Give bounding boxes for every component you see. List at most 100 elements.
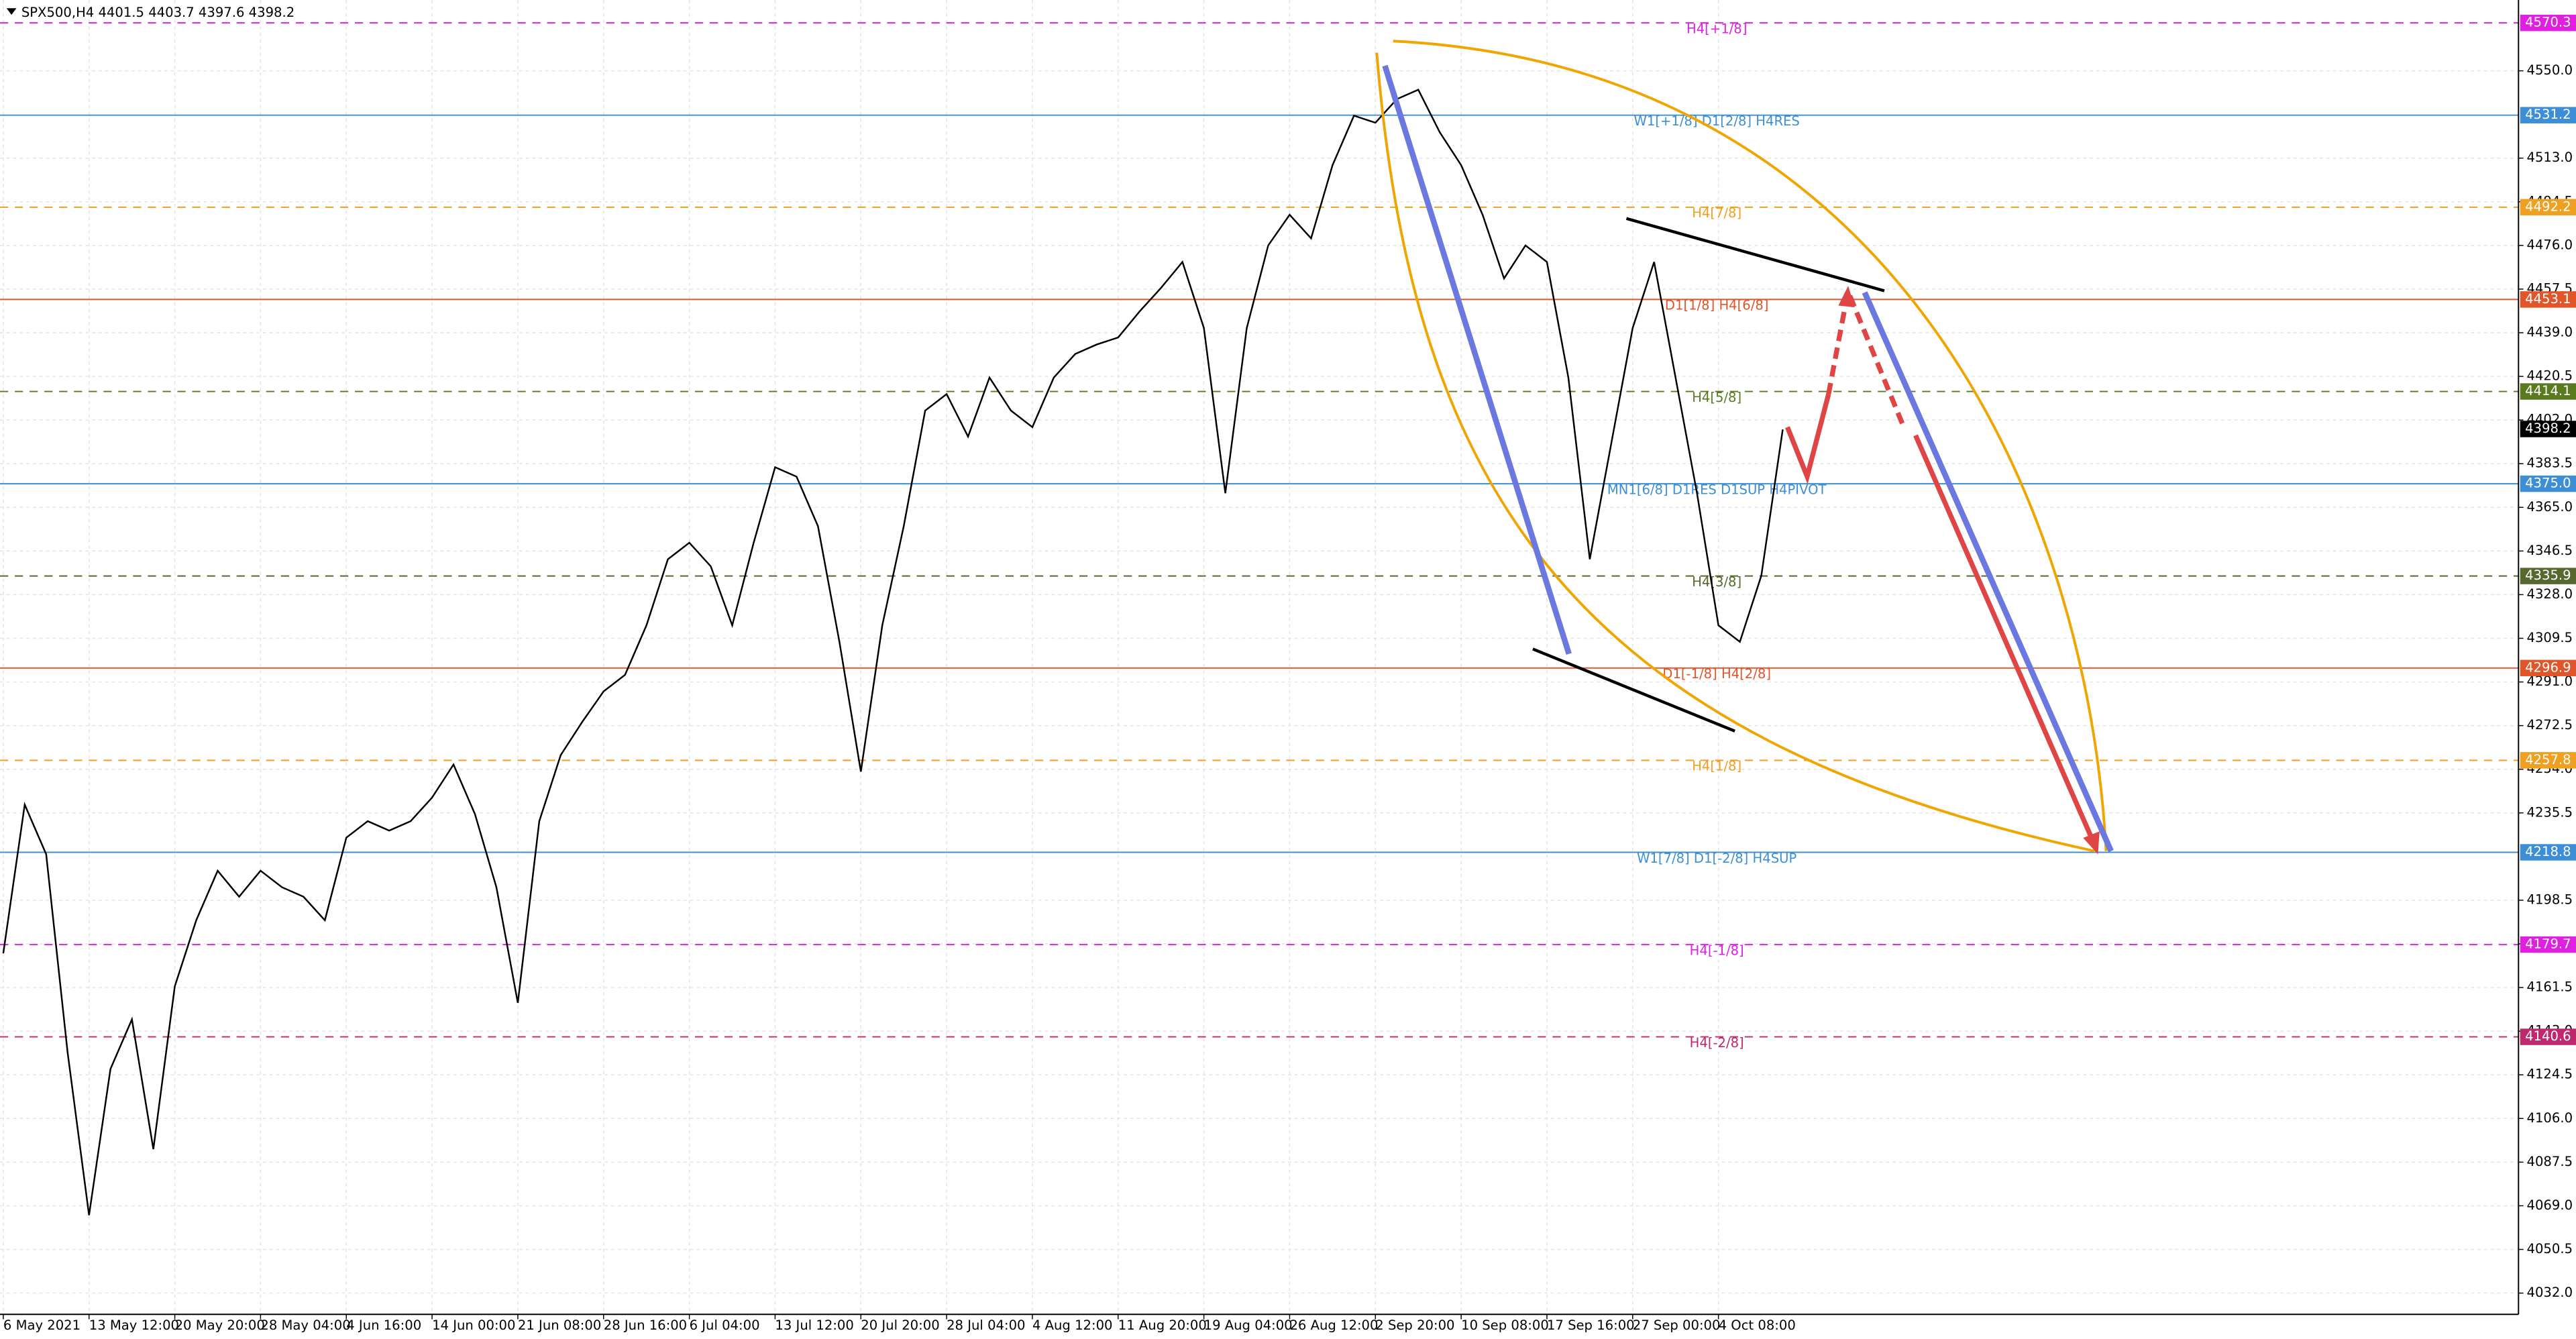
- x-tick-label: 21 Jun 08:00: [518, 1318, 601, 1333]
- wave-line: [1862, 291, 2114, 853]
- x-tick-label: 27 Sep 00:00: [1633, 1318, 1721, 1333]
- x-tick-label: 20 May 20:00: [175, 1318, 265, 1333]
- x-tick-label: 4 Oct 08:00: [1719, 1318, 1796, 1333]
- y-tick-label: 4198.5: [2527, 892, 2573, 907]
- y-tick-label: 4106.0: [2527, 1110, 2573, 1126]
- level-price-box: [2520, 568, 2576, 584]
- level-price-label: 4218.8: [2525, 844, 2571, 859]
- level-price-label: 4531.2: [2525, 107, 2571, 122]
- last-price-box: [2520, 421, 2576, 437]
- x-tick-label: 20 Jul 20:00: [861, 1318, 939, 1333]
- level-price-label: 4335.9: [2525, 568, 2571, 583]
- arc-upper: [1393, 40, 2108, 851]
- level-price-box: [2520, 752, 2576, 769]
- level-label: H4[-2/8]: [1690, 1035, 1744, 1051]
- level-price-label: 4375.0: [2525, 476, 2571, 491]
- y-tick-label: 4291.0: [2527, 674, 2573, 689]
- y-tick-label: 4087.5: [2527, 1154, 2573, 1169]
- level-price-label: 4179.7: [2525, 936, 2571, 952]
- x-tick-label: 28 Jun 16:00: [604, 1318, 687, 1333]
- chart-title: SPX500,H4 4401.5 4403.7 4397.6 4398.2: [21, 5, 294, 20]
- y-tick-label: 4124.5: [2527, 1067, 2573, 1082]
- y-tick-label: 4161.5: [2527, 979, 2573, 995]
- projection: [1826, 299, 1849, 395]
- level-price-label: 4570.3: [2525, 15, 2571, 30]
- level-price-label: 4296.9: [2525, 659, 2571, 675]
- x-tick-label: 26 Aug 12:00: [1289, 1318, 1378, 1333]
- drawings: [1375, 40, 2114, 855]
- level-label: D1[-1/8] H4[2/8]: [1662, 666, 1771, 682]
- price-line: [2, 89, 1784, 1216]
- y-tick-label: 4346.5: [2527, 543, 2573, 558]
- arrow-head: [2083, 831, 2100, 855]
- x-tick-label: 14 Jun 00:00: [432, 1318, 515, 1333]
- level-label: D1[1/8] H4[6/8]: [1665, 298, 1769, 313]
- x-tick-label: 13 Jul 12:00: [775, 1318, 853, 1333]
- grid: [0, 0, 2519, 1315]
- projection: [1913, 434, 2096, 843]
- y-tick-label: 4476.0: [2527, 237, 2573, 252]
- level-price-label: 4492.2: [2525, 199, 2571, 214]
- level-price-box: [2520, 936, 2576, 953]
- x-tick-label: 6 Jul 04:00: [690, 1318, 760, 1333]
- y-tick-label: 4550.0: [2527, 62, 2573, 78]
- level-price-box: [2520, 383, 2576, 400]
- level-price-box: [2520, 199, 2576, 216]
- trend-line: [1625, 217, 1885, 292]
- x-tick-label: 4 Jun 16:00: [346, 1318, 421, 1333]
- level-label: W1[7/8] D1[-2/8] H4SUP: [1637, 851, 1796, 866]
- levels: H4[+1/8] W1[+1/8] D1[2/8] H4RES H4[7/8] D1[…: [0, 21, 2519, 1051]
- trend-line: [1532, 647, 1735, 733]
- y-tick-label: 4069.0: [2527, 1197, 2573, 1213]
- x-tick-label: 28 Jul 04:00: [947, 1318, 1025, 1333]
- projection: [1785, 393, 1831, 484]
- x-tick-label: 13 May 12:00: [89, 1318, 179, 1333]
- y-tick-label: 4272.5: [2527, 717, 2573, 733]
- level-price-label: 4453.1: [2525, 291, 2571, 307]
- x-tick-label: 17 Sep 16:00: [1547, 1318, 1635, 1333]
- level-price-box: [2520, 14, 2576, 32]
- y-tick-label: 4513.0: [2527, 150, 2573, 165]
- level-price-label: 4414.1: [2525, 383, 2571, 398]
- x-tick-label: 19 Aug 04:00: [1204, 1318, 1293, 1333]
- y-tick-label: 4439.0: [2527, 324, 2573, 339]
- projection: [1847, 294, 1905, 425]
- menu-arrow: [6, 8, 17, 15]
- y-tick-label: 4420.5: [2527, 368, 2573, 384]
- level-price-box: [2520, 475, 2576, 492]
- level-label: H4[-1/8]: [1690, 943, 1744, 958]
- x-tick-label: 2 Sep 20:00: [1375, 1318, 1454, 1333]
- y-tick-label: 4328.0: [2527, 586, 2573, 602]
- arc-lower: [1375, 52, 2095, 853]
- level-label: MN1[6/8] D1RES D1SUP H4PIVOT: [1607, 482, 1827, 497]
- level-label: H4[5/8]: [1692, 390, 1741, 405]
- level-label: H4[+1/8]: [1686, 21, 1747, 36]
- level-label: H4[3/8]: [1692, 574, 1741, 590]
- level-price-box: [2520, 659, 2576, 677]
- level-price-box: [2520, 291, 2576, 308]
- level-label: H4[1/8]: [1692, 759, 1741, 774]
- last-price-label: 4398.2: [2525, 421, 2571, 436]
- level-price-label: 4257.8: [2525, 752, 2571, 767]
- level-price-box: [2520, 844, 2576, 861]
- x-tick-label: 4 Aug 12:00: [1032, 1318, 1113, 1333]
- level-label: H4[7/8]: [1692, 205, 1741, 221]
- x-tick-label: 28 May 04:00: [260, 1318, 350, 1333]
- x-tick-label: 6 May 2021: [3, 1318, 80, 1333]
- x-tick-label: 11 Aug 20:00: [1118, 1318, 1207, 1333]
- y-tick-label: 4309.5: [2527, 630, 2573, 645]
- y-tick-label: 4050.5: [2527, 1241, 2573, 1256]
- price: [2, 89, 1784, 1216]
- level-label: W1[+1/8] D1[2/8] H4RES: [1634, 113, 1800, 129]
- y-tick-label: 4383.5: [2527, 456, 2573, 471]
- y-tick-label: 4235.5: [2527, 804, 2573, 820]
- wave-line: [1382, 64, 1572, 655]
- axis-labels: 4032.04050.54069.04087.54106.04124.54143…: [3, 15, 2576, 1333]
- x-tick-label: 10 Sep 08:00: [1461, 1318, 1549, 1333]
- level-price-box: [2520, 107, 2576, 123]
- y-tick-label: 4365.0: [2527, 499, 2573, 515]
- y-tick-label: 4032.0: [2527, 1285, 2573, 1300]
